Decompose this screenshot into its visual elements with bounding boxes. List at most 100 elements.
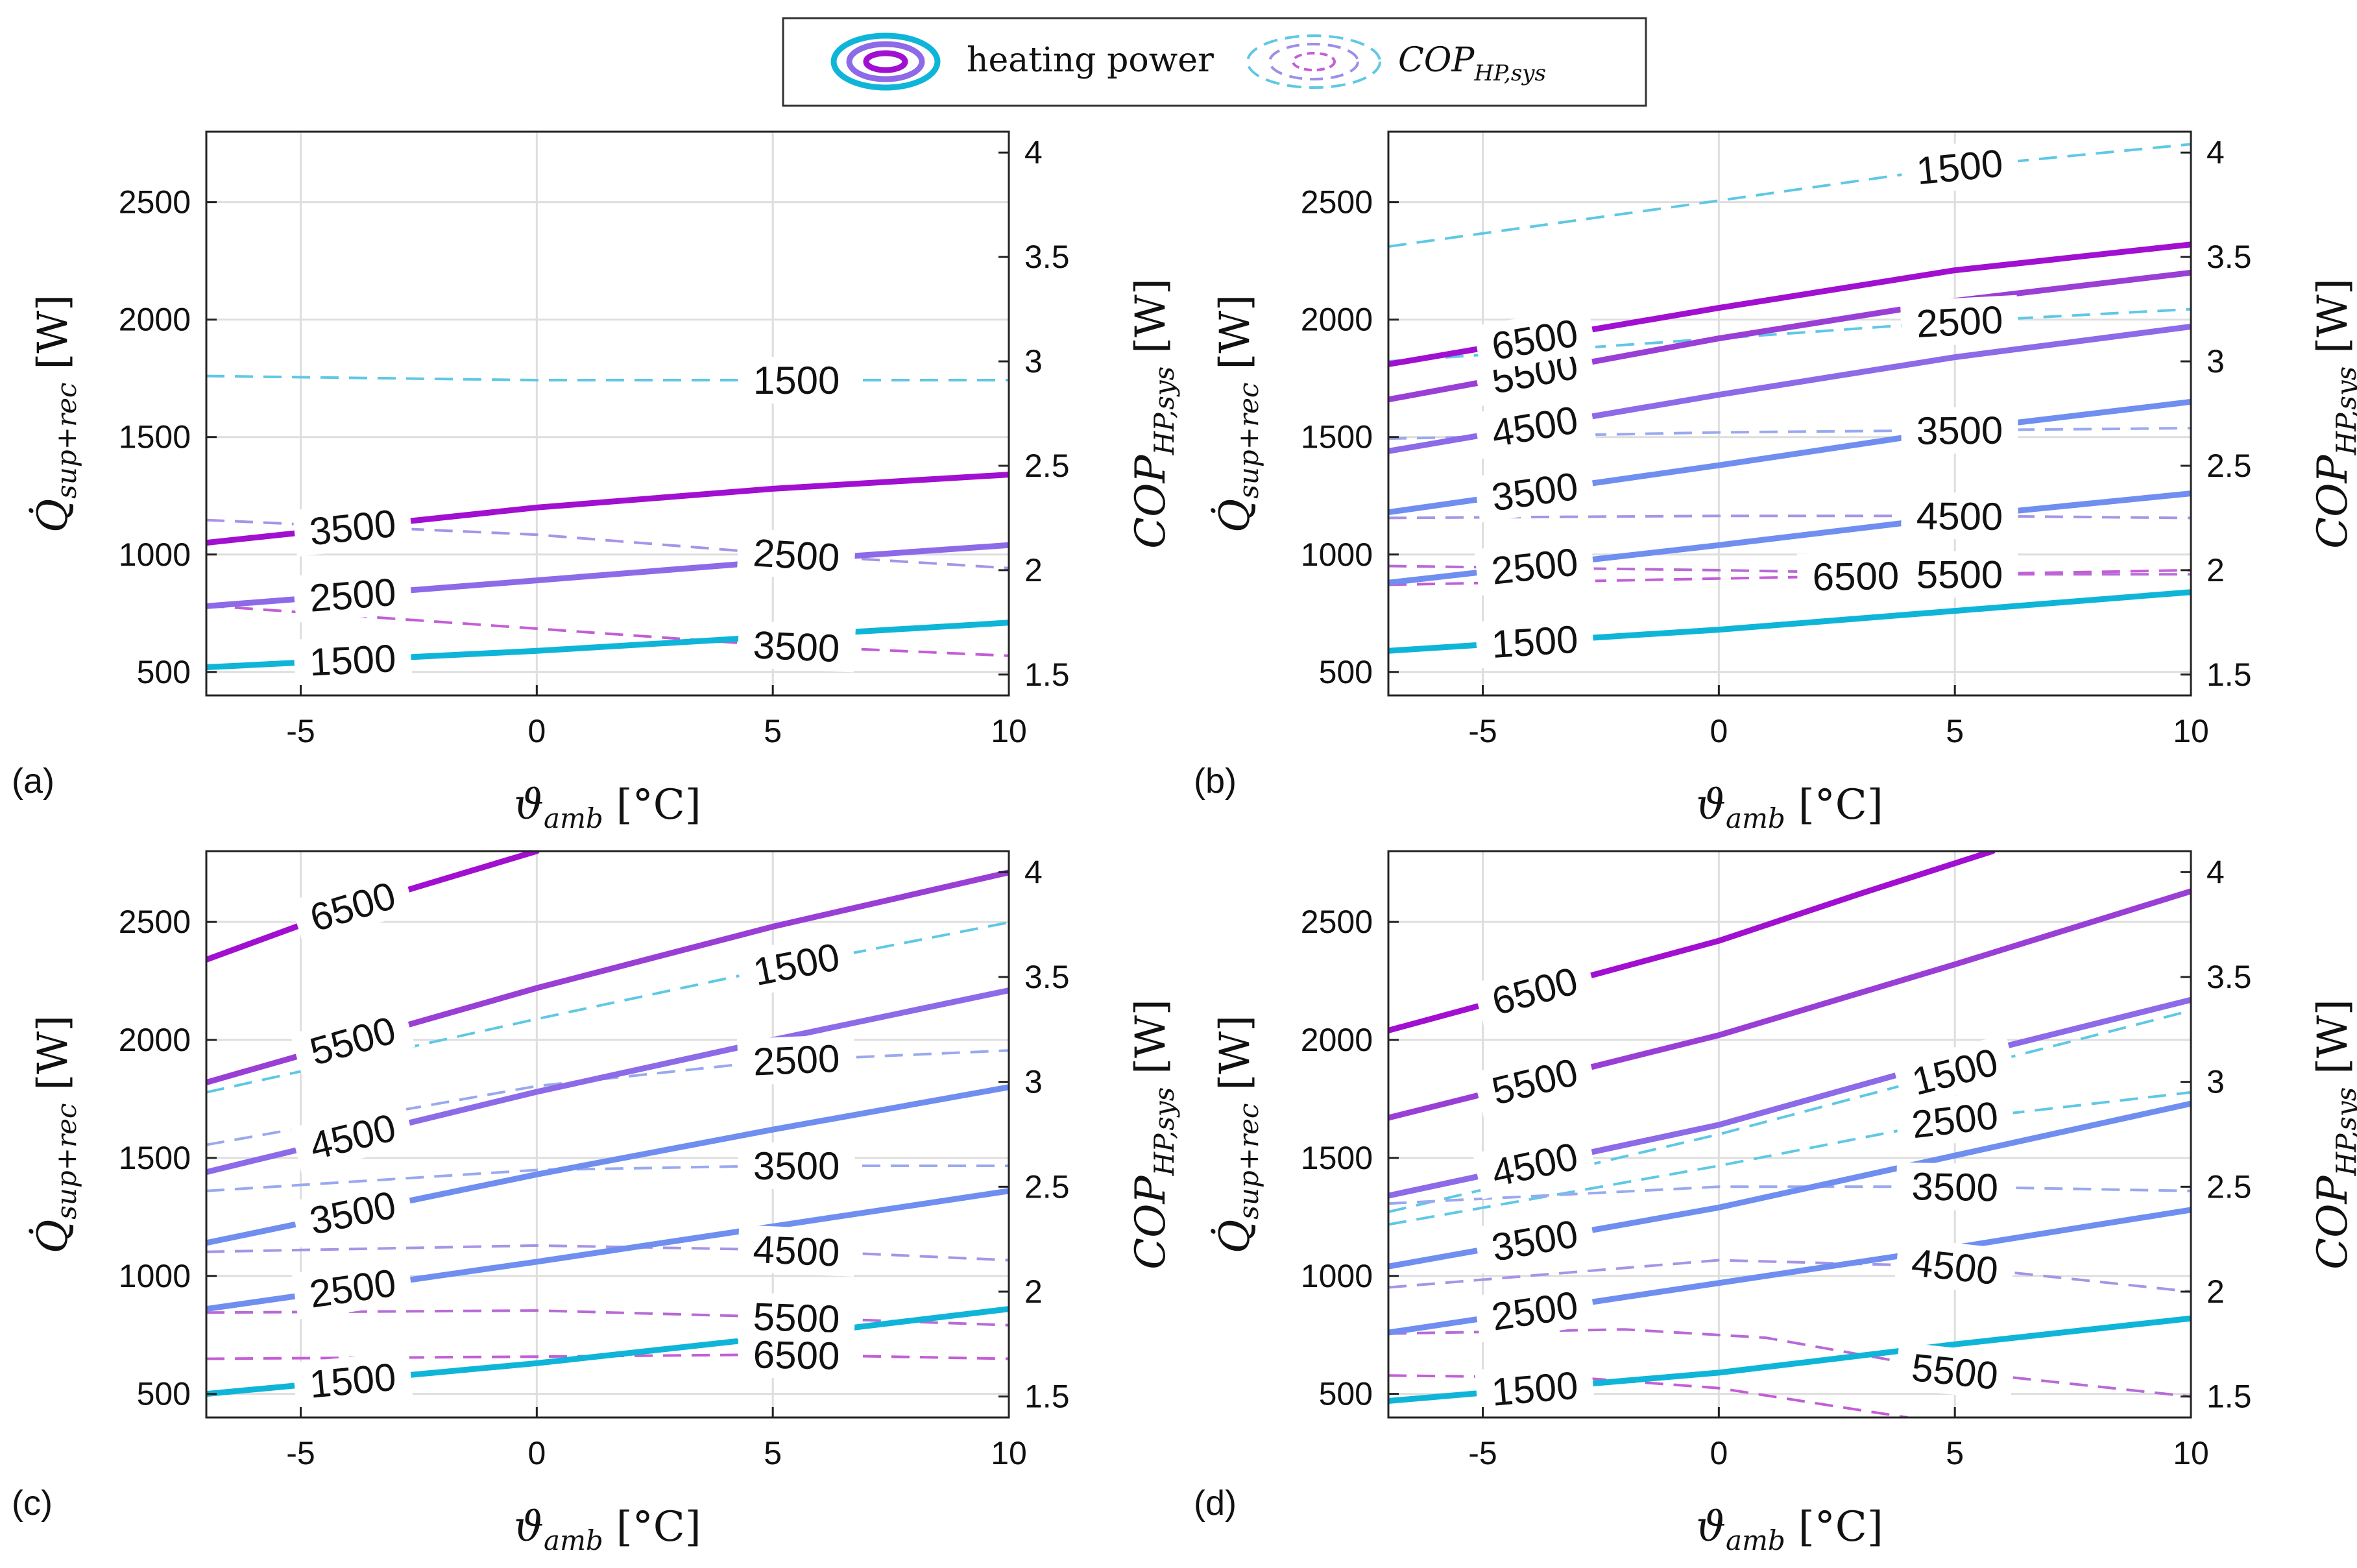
x-axis-title: ϑamb [°C] [514, 1503, 701, 1556]
contour-label: 3500 [737, 620, 856, 673]
contour-label-bg [291, 1257, 414, 1320]
contour-label-bg [1892, 1034, 2018, 1109]
contour-label-bg [1474, 1360, 1595, 1417]
x-axis-title-sub: amb [1726, 802, 1785, 834]
y-axis-title-unit: [W] [29, 295, 77, 370]
contour-label-text: 4500 [1909, 1240, 2000, 1293]
y-axis-title-main: Q̇ [1210, 499, 1259, 533]
y2-axis-title-main: COP [2309, 454, 2357, 548]
contour-label: 1500 [1475, 614, 1595, 669]
contour-label-bg [1473, 306, 1597, 372]
contour-label-text: 1500 [308, 1355, 398, 1406]
contour-label: 3500 [292, 498, 413, 557]
y2-axis-title-sub: HP,sys [2330, 1087, 2357, 1177]
y2-axis-title-main: COP [1127, 454, 1175, 548]
x-axis-title-unit: [°C] [616, 1503, 701, 1551]
contour-label-bg [1894, 1342, 2016, 1401]
x-axis-title: ϑamb [°C] [1696, 781, 1883, 834]
contour-label-bg [1894, 1236, 2016, 1296]
y-tick-label: 1500 [1301, 1140, 1373, 1176]
y-tick-label: 1500 [1301, 419, 1373, 455]
y2-tick-label: 1.5 [2206, 657, 2252, 693]
contour-label-bg [1796, 551, 1915, 601]
contour-label-bg [737, 620, 856, 673]
y-axis-title-sub: sup+rec [1233, 383, 1264, 499]
x-tick-label: 10 [991, 1435, 1027, 1471]
x-tick-label: 0 [1710, 713, 1728, 749]
y2-tick-label: 3 [2206, 1064, 2225, 1100]
y2-tick-label: 2 [2206, 1273, 2225, 1310]
contour-label: 2500 [293, 566, 413, 623]
contour-label-bg [1473, 1279, 1596, 1343]
contour-label-bg [737, 1224, 856, 1277]
contour-label-text: 2500 [1915, 298, 2004, 346]
cop-line-2500 [206, 518, 1009, 570]
panel-tag: (a) [12, 762, 54, 801]
contour-label-text: 1500 [308, 636, 397, 684]
contour-label: 2500 [291, 1257, 414, 1320]
contour-label: 2500 [736, 527, 856, 582]
y2-tick-label: 3 [1024, 343, 1043, 380]
contour-label-bg [1900, 295, 2020, 348]
contour-label-text: 4500 [752, 1227, 840, 1275]
y-axis-title: Q̇sup+rec [W] [28, 295, 82, 533]
cop-line-1500 [1388, 143, 2191, 248]
panel-tag: (b) [1194, 762, 1237, 801]
y-axis-title-main: Q̇ [1210, 1220, 1259, 1253]
contour-label-bg [290, 867, 416, 946]
contour-label: 3500 [1473, 460, 1596, 523]
contour-label-bg [292, 498, 413, 557]
contour-label-bg [1475, 614, 1595, 669]
cop-line-3500 [206, 604, 1009, 657]
y-tick-label: 2000 [119, 1022, 191, 1058]
chart-panel-0: 1500 2500 3500 1500 2500 3500 -5 0 5 10 500 1000 150… [12, 130, 1180, 834]
y2-axis-title: COPHP,sys [W] [2309, 999, 2357, 1270]
y2-axis-title: COPHP,sys [W] [1127, 999, 1180, 1270]
contour-label: 2500 [1473, 1279, 1596, 1343]
contour-label-bg [293, 566, 413, 623]
y-axis-title-main: Q̇ [28, 499, 77, 533]
contour-label: 3500 [1896, 1162, 2014, 1211]
y2-axis-title-sub: HP,sys [1148, 1087, 1180, 1177]
y2-axis-title-main: COP [2309, 1175, 2357, 1269]
contour-label-text: 1500 [1490, 1364, 1580, 1414]
contour-label: 4500 [1473, 1129, 1597, 1200]
y2-axis-title-unit: [W] [1127, 278, 1175, 354]
contour-label-bg [1472, 1044, 1597, 1118]
x-axis-title-main: ϑ [1696, 1503, 1726, 1551]
contour-label-text: 3500 [752, 623, 840, 670]
contour-label-bg [1901, 551, 2018, 598]
y-tick-label: 500 [1319, 654, 1373, 690]
chart-panel-1: 1500250035004500550065001500250035004500… [1194, 130, 2357, 834]
y-axis-title: Q̇sup+rec [W] [1210, 1015, 1264, 1253]
panel-tag: (d) [1194, 1484, 1237, 1523]
contour-label-bg [1472, 952, 1597, 1029]
y2-tick-label: 2.5 [2206, 1168, 2252, 1205]
x-axis-title: ϑamb [°C] [514, 781, 701, 834]
x-axis-title-sub: amb [544, 1525, 603, 1556]
contour-label-bg [1901, 406, 2018, 454]
contour-label-bg [1473, 1207, 1597, 1274]
panel-tag: (c) [12, 1484, 53, 1523]
x-axis-title-main: ϑ [514, 1503, 544, 1551]
y2-axis-title-unit: [W] [2309, 278, 2357, 354]
y-axis-title-sub: sup+rec [51, 1104, 82, 1220]
contour-label-text: 5500 [1909, 1345, 2000, 1398]
y2-tick-label: 2 [1024, 1273, 1043, 1310]
legend-power-label: heating power [967, 41, 1214, 80]
y-tick-label: 1000 [119, 537, 191, 573]
y2-tick-label: 3 [2206, 343, 2225, 380]
y-axis-title-unit: [W] [29, 1015, 77, 1091]
contour-label: 2500 [737, 1033, 856, 1086]
x-axis-title-unit: [°C] [1798, 1503, 1883, 1551]
contour-label-bg [738, 1142, 855, 1189]
contour-label: 3500 [738, 1142, 855, 1189]
contour-label-text: 3500 [1911, 1164, 1999, 1209]
x-tick-label: 5 [1946, 713, 1964, 749]
contour-label-bg [293, 633, 413, 686]
plot-frame [1387, 130, 2192, 697]
y-axis-title: Q̇sup+rec [W] [28, 1015, 82, 1253]
y-tick-label: 1500 [119, 1140, 191, 1176]
y-tick-label: 1500 [119, 419, 191, 455]
x-axis-title-unit: [°C] [1798, 781, 1883, 829]
